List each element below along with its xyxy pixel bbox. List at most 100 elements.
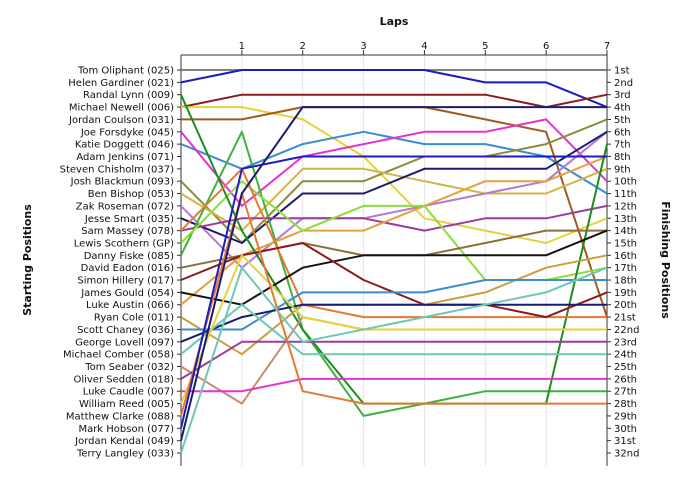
x-tick-label: 5 xyxy=(482,41,488,52)
starting-position-label: Ryan Cole (011) xyxy=(94,313,174,324)
finishing-position-label: 27th xyxy=(614,387,637,398)
finishing-position-label: 30th xyxy=(614,424,637,435)
x-tick-label: 3 xyxy=(360,41,366,52)
starting-position-label: Randal Lynn (009) xyxy=(83,90,174,101)
finishing-position-label: 31st xyxy=(614,436,636,447)
driver-line xyxy=(180,204,608,232)
starting-position-label: David Eadon (016) xyxy=(81,263,174,274)
right-axis-title: Finishing Positions xyxy=(659,201,672,319)
starting-position-label: Helen Gardiner (021) xyxy=(68,78,174,89)
finishing-position-label: 28th xyxy=(614,399,637,410)
starting-position-label: Katie Doggett (046) xyxy=(75,140,174,151)
finishing-position-label: 4th xyxy=(614,103,631,114)
finishing-position-label: 32nd xyxy=(614,449,639,460)
starting-position-label: George Lovell (097) xyxy=(75,337,174,348)
finishing-position-label: 16th xyxy=(614,251,637,262)
starting-position-label: Matthew Clarke (088) xyxy=(66,411,174,422)
starting-position-label: Jesse Smart (035) xyxy=(84,214,174,225)
finishing-position-label: 10th xyxy=(614,177,637,188)
starting-position-label: Tom Oliphant (025) xyxy=(77,66,174,77)
driver-line xyxy=(180,155,607,429)
starting-position-label: Mark Hobson (077) xyxy=(78,424,174,435)
finishing-position-label: 8th xyxy=(614,152,631,163)
driver-line xyxy=(180,155,608,306)
starting-position-label: Oliver Sedden (018) xyxy=(73,374,174,385)
driver-line xyxy=(180,167,607,319)
driver-line xyxy=(180,106,607,441)
starting-position-label: James Gould (054) xyxy=(80,288,174,299)
starting-position-label: Tom Seaber (032) xyxy=(84,362,174,373)
plot-frame xyxy=(180,55,608,466)
finishing-position-label: 26th xyxy=(614,374,637,385)
starting-position-label: Danny Fiske (085) xyxy=(84,251,174,262)
starting-position-labels: Tom Oliphant (025)Helen Gardiner (021)Ra… xyxy=(60,66,181,460)
starting-position-label: Jordan Kendal (049) xyxy=(74,436,174,447)
driver-line xyxy=(180,266,608,454)
starting-position-label: Michael Newell (006) xyxy=(69,103,174,114)
starting-position-label: Terry Langley (033) xyxy=(76,449,174,460)
starting-position-label: Steven Chisholm (037) xyxy=(60,164,174,175)
driver-line xyxy=(180,69,608,109)
driver-line xyxy=(180,130,607,417)
starting-position-label: Zak Roseman (072) xyxy=(76,201,174,212)
left-axis-title: Starting Positions xyxy=(21,204,34,316)
x-axis-ticks: 1 2 3 4 5 6 7 xyxy=(181,41,610,56)
starting-position-label: Josh Blackmun (093) xyxy=(70,177,174,188)
finishing-position-label: 20th xyxy=(614,300,637,311)
finishing-position-label: 22nd xyxy=(614,325,639,336)
driver-lines xyxy=(180,69,608,454)
finishing-position-label: 14th xyxy=(614,226,637,237)
x-tick-label: 2 xyxy=(300,41,306,52)
driver-line xyxy=(181,106,608,244)
finishing-position-label: 1st xyxy=(614,66,630,77)
starting-position-label: Scott Chaney (036) xyxy=(77,325,174,336)
finishing-position-label: 29th xyxy=(614,411,637,422)
x-tick-label: 6 xyxy=(543,41,549,52)
finishing-position-label: 9th xyxy=(614,164,631,175)
finishing-position-label: 6th xyxy=(614,127,631,138)
finishing-position-label: 17th xyxy=(614,263,637,274)
driver-line xyxy=(180,131,608,269)
starting-position-label: Luke Austin (066) xyxy=(86,300,174,311)
finishing-position-label: 25th xyxy=(614,362,637,373)
starting-position-label: Jordan Coulson (031) xyxy=(68,115,174,126)
x-tick-label: 1 xyxy=(239,41,245,52)
driver-line xyxy=(180,192,607,417)
starting-position-label: Sam Massey (078) xyxy=(81,226,174,237)
finishing-position-label: 3rd xyxy=(614,90,631,101)
starting-position-label: Joe Forsdyke (045) xyxy=(80,127,174,138)
driver-line xyxy=(180,167,608,232)
starting-position-label: William Reed (005) xyxy=(79,399,174,410)
finishing-position-label: 19th xyxy=(614,288,637,299)
finishing-position-label: 5th xyxy=(614,115,631,126)
driver-line xyxy=(180,340,607,380)
driver-line xyxy=(181,377,607,393)
x-tick-label: 7 xyxy=(604,41,610,52)
starting-position-label: Ben Bishop (053) xyxy=(88,189,174,200)
x-axis-title: Laps xyxy=(380,15,409,28)
starting-position-label: Michael Comber (058) xyxy=(63,350,174,361)
starting-position-label: Lewis Scothern (GP) xyxy=(74,238,174,249)
starting-position-label: Luke Caudle (007) xyxy=(83,387,174,398)
driver-line xyxy=(180,130,608,244)
finishing-position-label: 7th xyxy=(614,140,631,151)
finishing-position-label: 12th xyxy=(614,201,637,212)
driver-line xyxy=(180,118,608,244)
driver-line xyxy=(181,279,607,331)
driver-line xyxy=(180,254,607,404)
finishing-position-label: 2nd xyxy=(614,78,633,89)
driver-line xyxy=(180,229,608,306)
finishing-position-label: 23rd xyxy=(614,337,637,348)
driver-line xyxy=(180,118,608,207)
finishing-position-label: 21st xyxy=(614,313,636,324)
finishing-position-label: 13th xyxy=(614,214,637,225)
finishing-position-label: 15th xyxy=(614,238,637,249)
finishing-position-label: 18th xyxy=(614,276,637,287)
driver-line xyxy=(180,93,608,109)
finishing-position-label: 24th xyxy=(614,350,637,361)
finishing-position-label: 11th xyxy=(614,189,637,200)
driver-line xyxy=(180,303,607,343)
driver-line xyxy=(180,303,607,356)
